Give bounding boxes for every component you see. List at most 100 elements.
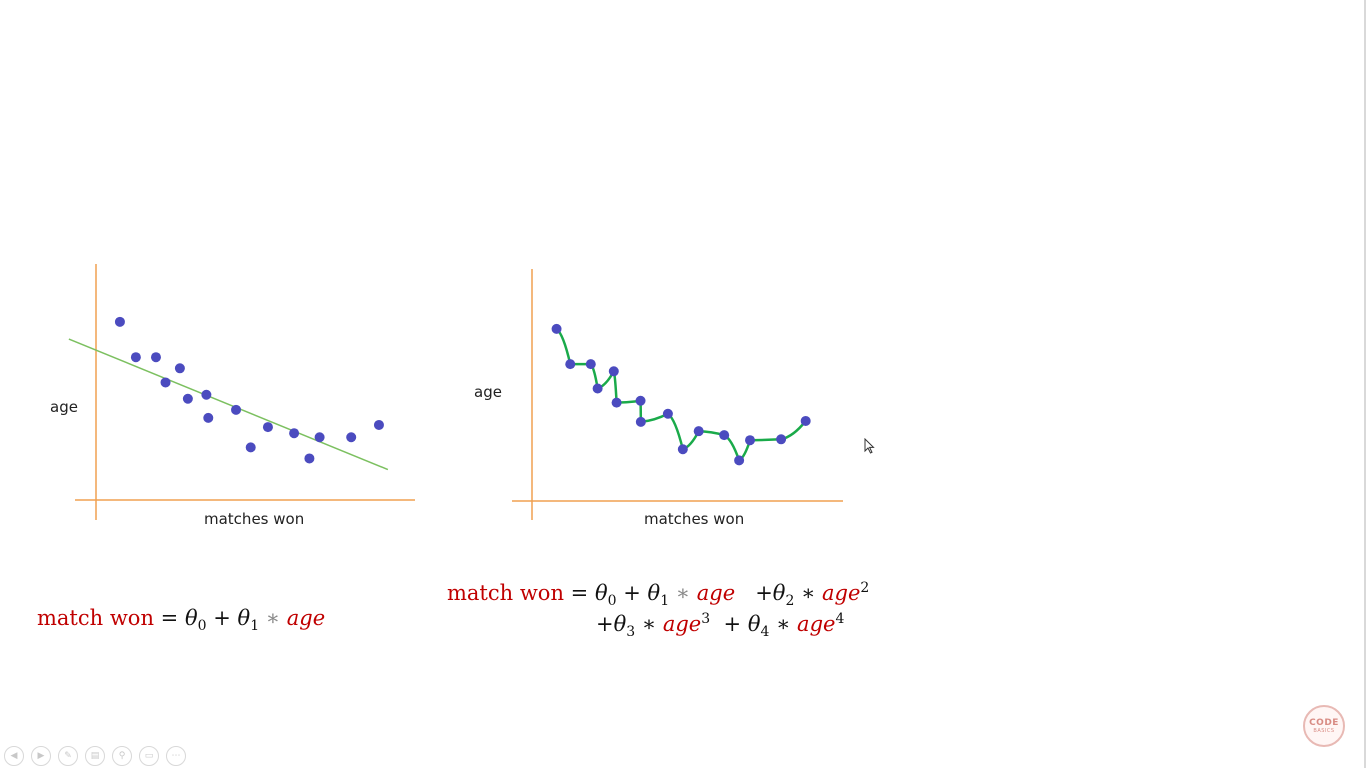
exponent-4: 4: [835, 611, 845, 627]
x-axis-label: matches won: [644, 510, 744, 528]
data-point-10: [677, 444, 688, 455]
age-variable: age: [662, 612, 702, 636]
data-point-15: [776, 434, 787, 445]
data-point-14: [745, 435, 756, 446]
pen-icon: ✎: [64, 751, 72, 761]
subtitles-button[interactable]: ▭: [139, 746, 159, 766]
data-point-9: [231, 404, 242, 415]
exponent-3: 3: [701, 611, 711, 627]
plus-sign: +: [723, 612, 742, 636]
window-edge: [1364, 0, 1366, 768]
times-sign: ∗: [776, 612, 791, 636]
age-variable: age: [286, 606, 326, 630]
theta-3: θ: [613, 612, 627, 636]
y-axis-label: age: [474, 383, 502, 401]
data-point-3: [585, 359, 596, 370]
data-point-8: [635, 416, 646, 427]
theta-1: θ: [237, 606, 251, 630]
logo-line-1: CODE: [1309, 718, 1339, 728]
linear-fit-chart: age matches won: [50, 264, 415, 528]
theta-1: θ: [647, 581, 661, 605]
theta-0: θ: [594, 581, 608, 605]
data-point-11: [262, 422, 273, 433]
plus-sign: +: [755, 581, 773, 605]
linear-fit-line: [68, 338, 389, 471]
data-point-4: [592, 383, 603, 394]
see-all-slides-button[interactable]: ▤: [85, 746, 105, 766]
theta-2: θ: [772, 581, 786, 605]
mouse-cursor-icon: [864, 438, 875, 454]
polynomial-formula-line-2: +θ3 ∗ age3 + θ4 ∗ age4: [596, 611, 845, 639]
theta-2-sub: 2: [785, 593, 795, 610]
data-point-3: [150, 352, 161, 363]
data-point-2: [565, 359, 576, 370]
formula-lhs: match won: [447, 581, 564, 605]
data-point-14: [314, 432, 325, 443]
formula-lhs: match won: [37, 606, 154, 630]
theta-1-sub: 1: [660, 593, 670, 610]
more-options-button[interactable]: ⋯: [166, 746, 186, 766]
data-point-16: [373, 419, 384, 430]
equals-sign: =: [570, 581, 589, 605]
zoom-icon: ⚲: [118, 751, 126, 761]
age-variable: age: [822, 581, 861, 605]
data-points: [114, 316, 384, 464]
prev-icon: ◀: [10, 751, 18, 761]
data-point-16: [800, 415, 811, 426]
polynomial-fit-curve: [555, 327, 807, 462]
times-sign: ∗: [675, 581, 691, 605]
data-point-12: [719, 430, 730, 441]
x-axis-label: matches won: [204, 510, 304, 528]
data-point-8: [203, 412, 214, 423]
plus-sign: +: [596, 612, 614, 636]
theta-3-sub: 3: [626, 624, 636, 641]
theta-4: θ: [747, 612, 761, 636]
times-sign: ∗: [265, 606, 281, 630]
age-variable: age: [696, 581, 736, 605]
data-point-13: [734, 455, 745, 466]
data-point-15: [346, 432, 357, 443]
plus-sign: +: [213, 606, 231, 630]
data-point-5: [174, 363, 185, 374]
presentation-toolbar: ◀ ▶ ✎ ▤ ⚲ ▭ ⋯: [4, 746, 186, 766]
prev-slide-button[interactable]: ◀: [4, 746, 24, 766]
linear-formula: match won = θ0 + θ1 ∗ age: [37, 606, 326, 634]
equals-sign: =: [160, 606, 179, 630]
next-icon: ▶: [37, 751, 45, 761]
logo-line-2: BASICS: [1313, 728, 1335, 734]
code-basics-logo: CODE BASICS: [1303, 705, 1345, 747]
exponent-2: 2: [860, 580, 870, 596]
data-point-7: [635, 395, 646, 406]
data-point-6: [182, 393, 193, 404]
data-point-4: [160, 377, 171, 388]
times-sign: ∗: [641, 612, 657, 636]
data-point-12: [289, 428, 300, 439]
theta-0: θ: [184, 606, 198, 630]
y-axis-label: age: [50, 398, 78, 416]
data-point-5: [608, 366, 619, 377]
times-sign: ∗: [801, 581, 816, 605]
subtitles-icon: ▭: [144, 751, 154, 761]
zoom-button[interactable]: ⚲: [112, 746, 132, 766]
data-point-13: [304, 453, 315, 464]
age-variable: age: [797, 612, 836, 636]
next-slide-button[interactable]: ▶: [31, 746, 51, 766]
data-points: [551, 323, 811, 466]
theta-0-sub: 0: [197, 618, 207, 635]
pen-tool-button[interactable]: ✎: [58, 746, 78, 766]
theta-1-sub: 1: [250, 618, 260, 635]
polynomial-formula-line-1: match won = θ0 + θ1 ∗ age +θ2 ∗ age2: [447, 580, 870, 608]
data-point-1: [551, 323, 562, 334]
polynomial-fit-chart: age matches won: [474, 269, 843, 528]
data-point-10: [245, 442, 256, 453]
theta-4-sub: 4: [760, 624, 770, 641]
theta-0-sub: 0: [607, 593, 617, 610]
more-icon: ⋯: [171, 751, 181, 761]
plus-sign: +: [623, 581, 641, 605]
data-point-1: [114, 316, 125, 327]
data-point-7: [201, 389, 212, 400]
data-point-9: [662, 408, 673, 419]
slides-icon: ▤: [90, 751, 100, 761]
data-point-6: [611, 397, 622, 408]
